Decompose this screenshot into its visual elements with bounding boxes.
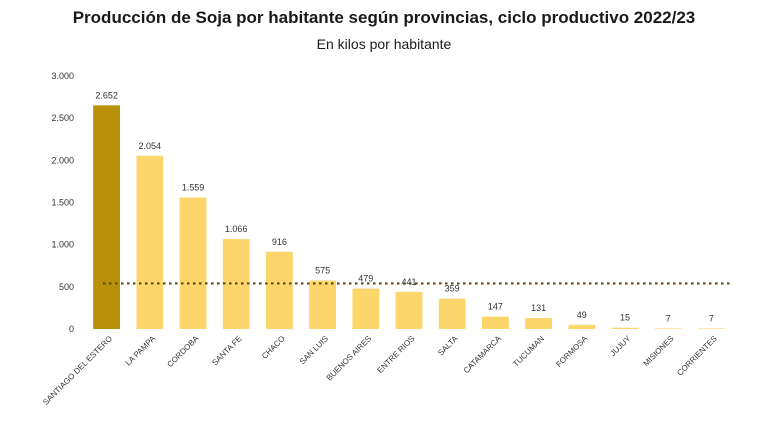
data-label: 2.054 <box>139 141 162 151</box>
data-label: 2.652 <box>95 90 118 100</box>
y-tick-label: 2.500 <box>51 113 74 123</box>
bars <box>93 105 725 330</box>
y-tick-label: 1.500 <box>51 198 74 208</box>
chart-title: Producción de Soja por habitante según p… <box>72 8 696 27</box>
data-label: 7 <box>709 313 714 323</box>
category-label: CATAMARCA <box>462 334 504 376</box>
bar <box>482 316 509 329</box>
data-label: 575 <box>315 266 330 276</box>
category-label: BUENOS AIRES <box>325 334 373 382</box>
category-label: SAN LUIS <box>298 334 330 366</box>
category-label: FORMOSA <box>554 334 589 369</box>
category-label: SANTIAGO DEL ESTERO <box>41 334 114 407</box>
data-label: 359 <box>445 284 460 294</box>
y-axis: 0 500 1.000 1.500 2.000 2.500 3.000 <box>51 71 74 334</box>
y-tick-label: 1.000 <box>51 240 74 250</box>
y-tick-label: 3.000 <box>51 71 74 81</box>
category-label: JUJUY <box>608 334 632 358</box>
data-label: 441 <box>401 277 416 287</box>
category-label: SALTA <box>436 334 460 358</box>
data-label: 7 <box>666 313 671 323</box>
bar <box>266 251 293 329</box>
bar <box>698 328 725 329</box>
bar <box>611 327 639 329</box>
bar <box>93 105 120 330</box>
y-tick-label: 500 <box>59 282 74 292</box>
data-labels: 2.652 2.054 1.559 1.066 916 575 479 441 359 147 13… <box>95 90 714 323</box>
data-label: 1.066 <box>225 224 248 234</box>
bar <box>352 288 380 329</box>
category-label: SANTA FE <box>210 334 243 367</box>
category-label: MISIONES <box>642 334 676 368</box>
data-label: 49 <box>577 310 587 320</box>
category-label: CORDOBA <box>165 334 200 369</box>
y-tick-label: 2.000 <box>51 155 74 165</box>
category-label: LA PAMPA <box>124 334 158 368</box>
data-label: 916 <box>272 237 287 247</box>
chart-subtitle: En kilos por habitante <box>316 36 452 52</box>
bar <box>654 328 682 329</box>
bar <box>568 324 596 329</box>
bar <box>136 155 164 329</box>
category-label: CHACO <box>260 334 287 361</box>
bar <box>395 291 423 329</box>
y-tick-label: 0 <box>69 324 74 334</box>
data-label: 15 <box>620 313 630 323</box>
data-label: 147 <box>488 302 503 312</box>
bar <box>179 197 207 329</box>
data-label: 1.559 <box>182 183 205 193</box>
category-label: CORRIENTES <box>675 334 718 377</box>
bar <box>438 298 466 329</box>
bar <box>525 317 552 329</box>
x-axis: SANTIAGO DEL ESTERO LA PAMPA CORDOBA SANTA … <box>41 334 719 407</box>
data-label: 479 <box>358 274 373 284</box>
category-label: TUCUMAN <box>511 334 546 369</box>
category-label: ENTRE RIOS <box>375 334 416 375</box>
data-label: 131 <box>531 303 546 313</box>
bar <box>309 280 336 329</box>
